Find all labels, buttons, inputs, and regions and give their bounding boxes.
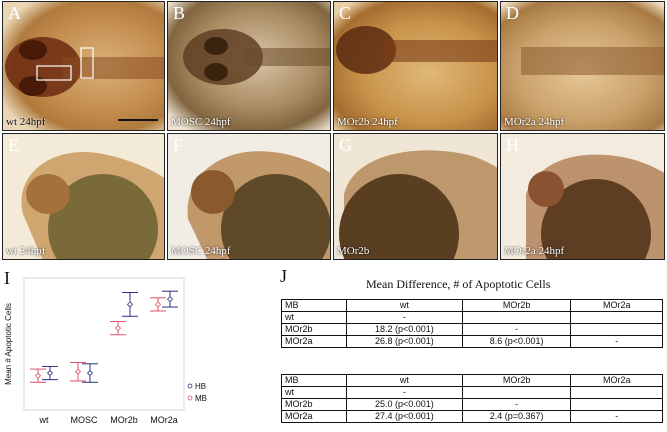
embryo-a-image [5,37,164,121]
table-row: MOr2a 27.4 (p<0.001) 2.4 (p=0.367) - [281,410,663,423]
embryo-d-image [521,47,664,75]
data-point [126,301,134,308]
table-row: MOr2b 25.0 (p<0.001) - [281,398,663,411]
table-cell: wt [281,386,347,399]
table-mean-difference-1: MB wt MOr2b MOr2a wt - MOr2b 18.2 (p<0.001) - MOr… [281,299,663,348]
data-point [46,369,54,377]
panel-f: F MOSC 24hpf [167,133,331,260]
table-cell: 2.4 (p=0.367) [461,410,572,423]
panel-d-letter: D [506,3,519,23]
table-cell: - [461,398,572,411]
table-mean-difference-2: MB wt MOr2b MOr2a wt - MOr2b 25.0 (p<0.001) - MOr… [281,374,663,423]
data-point [34,372,42,379]
table-cell: - [461,323,572,336]
table-cell: 25.0 (p<0.001) [345,398,463,411]
table-cell: 26.8 (p<0.001) [345,335,463,348]
apoptotic-cells-chart: Mean # Apoptotic Cells wt MOSC MOr2b MOr2a HB… [4,277,207,425]
x-tick-label: wt [39,415,49,425]
embryo-g-image [339,150,497,259]
table-cell: MOr2a [281,410,347,423]
panel-c-letter: C [339,3,352,23]
table-cell: - [345,386,463,399]
panel-b: B MOSC 24hpf [167,1,331,131]
panel-h-letter: H [506,135,519,155]
table-header-cell: MOr2a [570,374,663,387]
panel-f-caption: MOSC 24hpf [171,245,231,257]
panel-b-letter: B [173,3,186,23]
panel-c: C MOr2b 24hpf [333,1,498,131]
data-point [86,369,94,377]
table-cell [570,311,663,324]
panel-j-letter: J [280,266,288,286]
panel-i-letter: I [4,268,10,288]
table-cell: MOr2a [281,335,347,348]
embryo-c-image [336,26,497,74]
panel-e: E wt 24hpf [2,133,165,260]
data-point [166,296,174,303]
panel-h-caption: MOr2a 24hpf [504,245,565,257]
legend-label: MB [195,394,207,403]
panel-d: D MOr2a 24hpf [500,1,665,131]
table-header-row: MB wt MOr2b MOr2a [281,299,663,312]
table-row: wt - [281,311,663,324]
panel-a-letter: A [8,3,21,23]
table-cell [461,311,572,324]
embryo-e-image [21,152,164,259]
data-point [74,368,82,375]
table-cell: - [345,311,463,324]
panel-d-caption: MOr2a 24hpf [504,116,565,128]
table-cell: wt [281,311,347,324]
table-cell: MOr2b [281,398,347,411]
panel-f-letter: F [173,135,184,155]
table-header-row: MB wt MOr2b MOr2a [281,374,663,387]
panel-a: A wt 24hpf [2,1,165,131]
table-cell: - [570,410,663,423]
panel-e-caption: wt 24hpf [6,245,46,257]
table-header-cell: MOr2b [461,299,572,312]
table-header-cell: MOr2b [461,374,572,387]
table-cell: 27.4 (p<0.001) [345,410,463,423]
table-cell [570,398,663,411]
table-header-cell: wt [345,374,463,387]
table-cell: - [570,335,663,348]
legend-label: HB [195,382,206,391]
table-header-cell: wt [345,299,463,312]
panel-b-caption: MOSC 24hpf [171,116,231,128]
legend-marker [187,383,193,389]
y-axis-label: Mean # Apoptotic Cells [4,303,13,385]
embryo-b-image [183,29,330,85]
table-cell [570,323,663,336]
panel-g-letter: G [339,135,352,155]
table-header-cell: MOr2a [570,299,663,312]
table-row: MOr2b 18.2 (p<0.001) - [281,323,663,336]
table-cell: 18.2 (p<0.001) [345,323,463,336]
panel-c-caption: MOr2b 24hpf [337,116,398,128]
panel-e-letter: E [8,135,19,155]
table-cell: MOr2b [281,323,347,336]
table-cell [461,386,572,399]
panel-h: H MOr2a 24hpf [500,133,665,260]
embryo-f-image [187,151,330,259]
panel-g: G MOr2b [333,133,498,260]
legend-marker [187,395,193,401]
data-point [154,301,162,308]
panel-j-title: Mean Difference, # of Apoptotic Cells [366,277,551,291]
panel-a-caption: wt 24hpf [6,116,46,128]
plot-frame [23,277,185,411]
x-tick-label: MOr2b [110,415,138,425]
table-cell [570,386,663,399]
table-cell: 8.6 (p<0.001) [461,335,572,348]
x-tick-label: MOr2a [150,415,178,425]
table-header-cell: MB [281,299,347,312]
embryo-h-image [526,154,664,259]
panel-g-caption: MOr2b [337,245,370,257]
table-row: MOr2a 26.8 (p<0.001) 8.6 (p<0.001) - [281,335,663,348]
data-point [114,325,122,332]
x-tick-label: MOSC [71,415,99,425]
table-row: wt - [281,386,663,399]
table-header-cell: MB [281,374,347,387]
